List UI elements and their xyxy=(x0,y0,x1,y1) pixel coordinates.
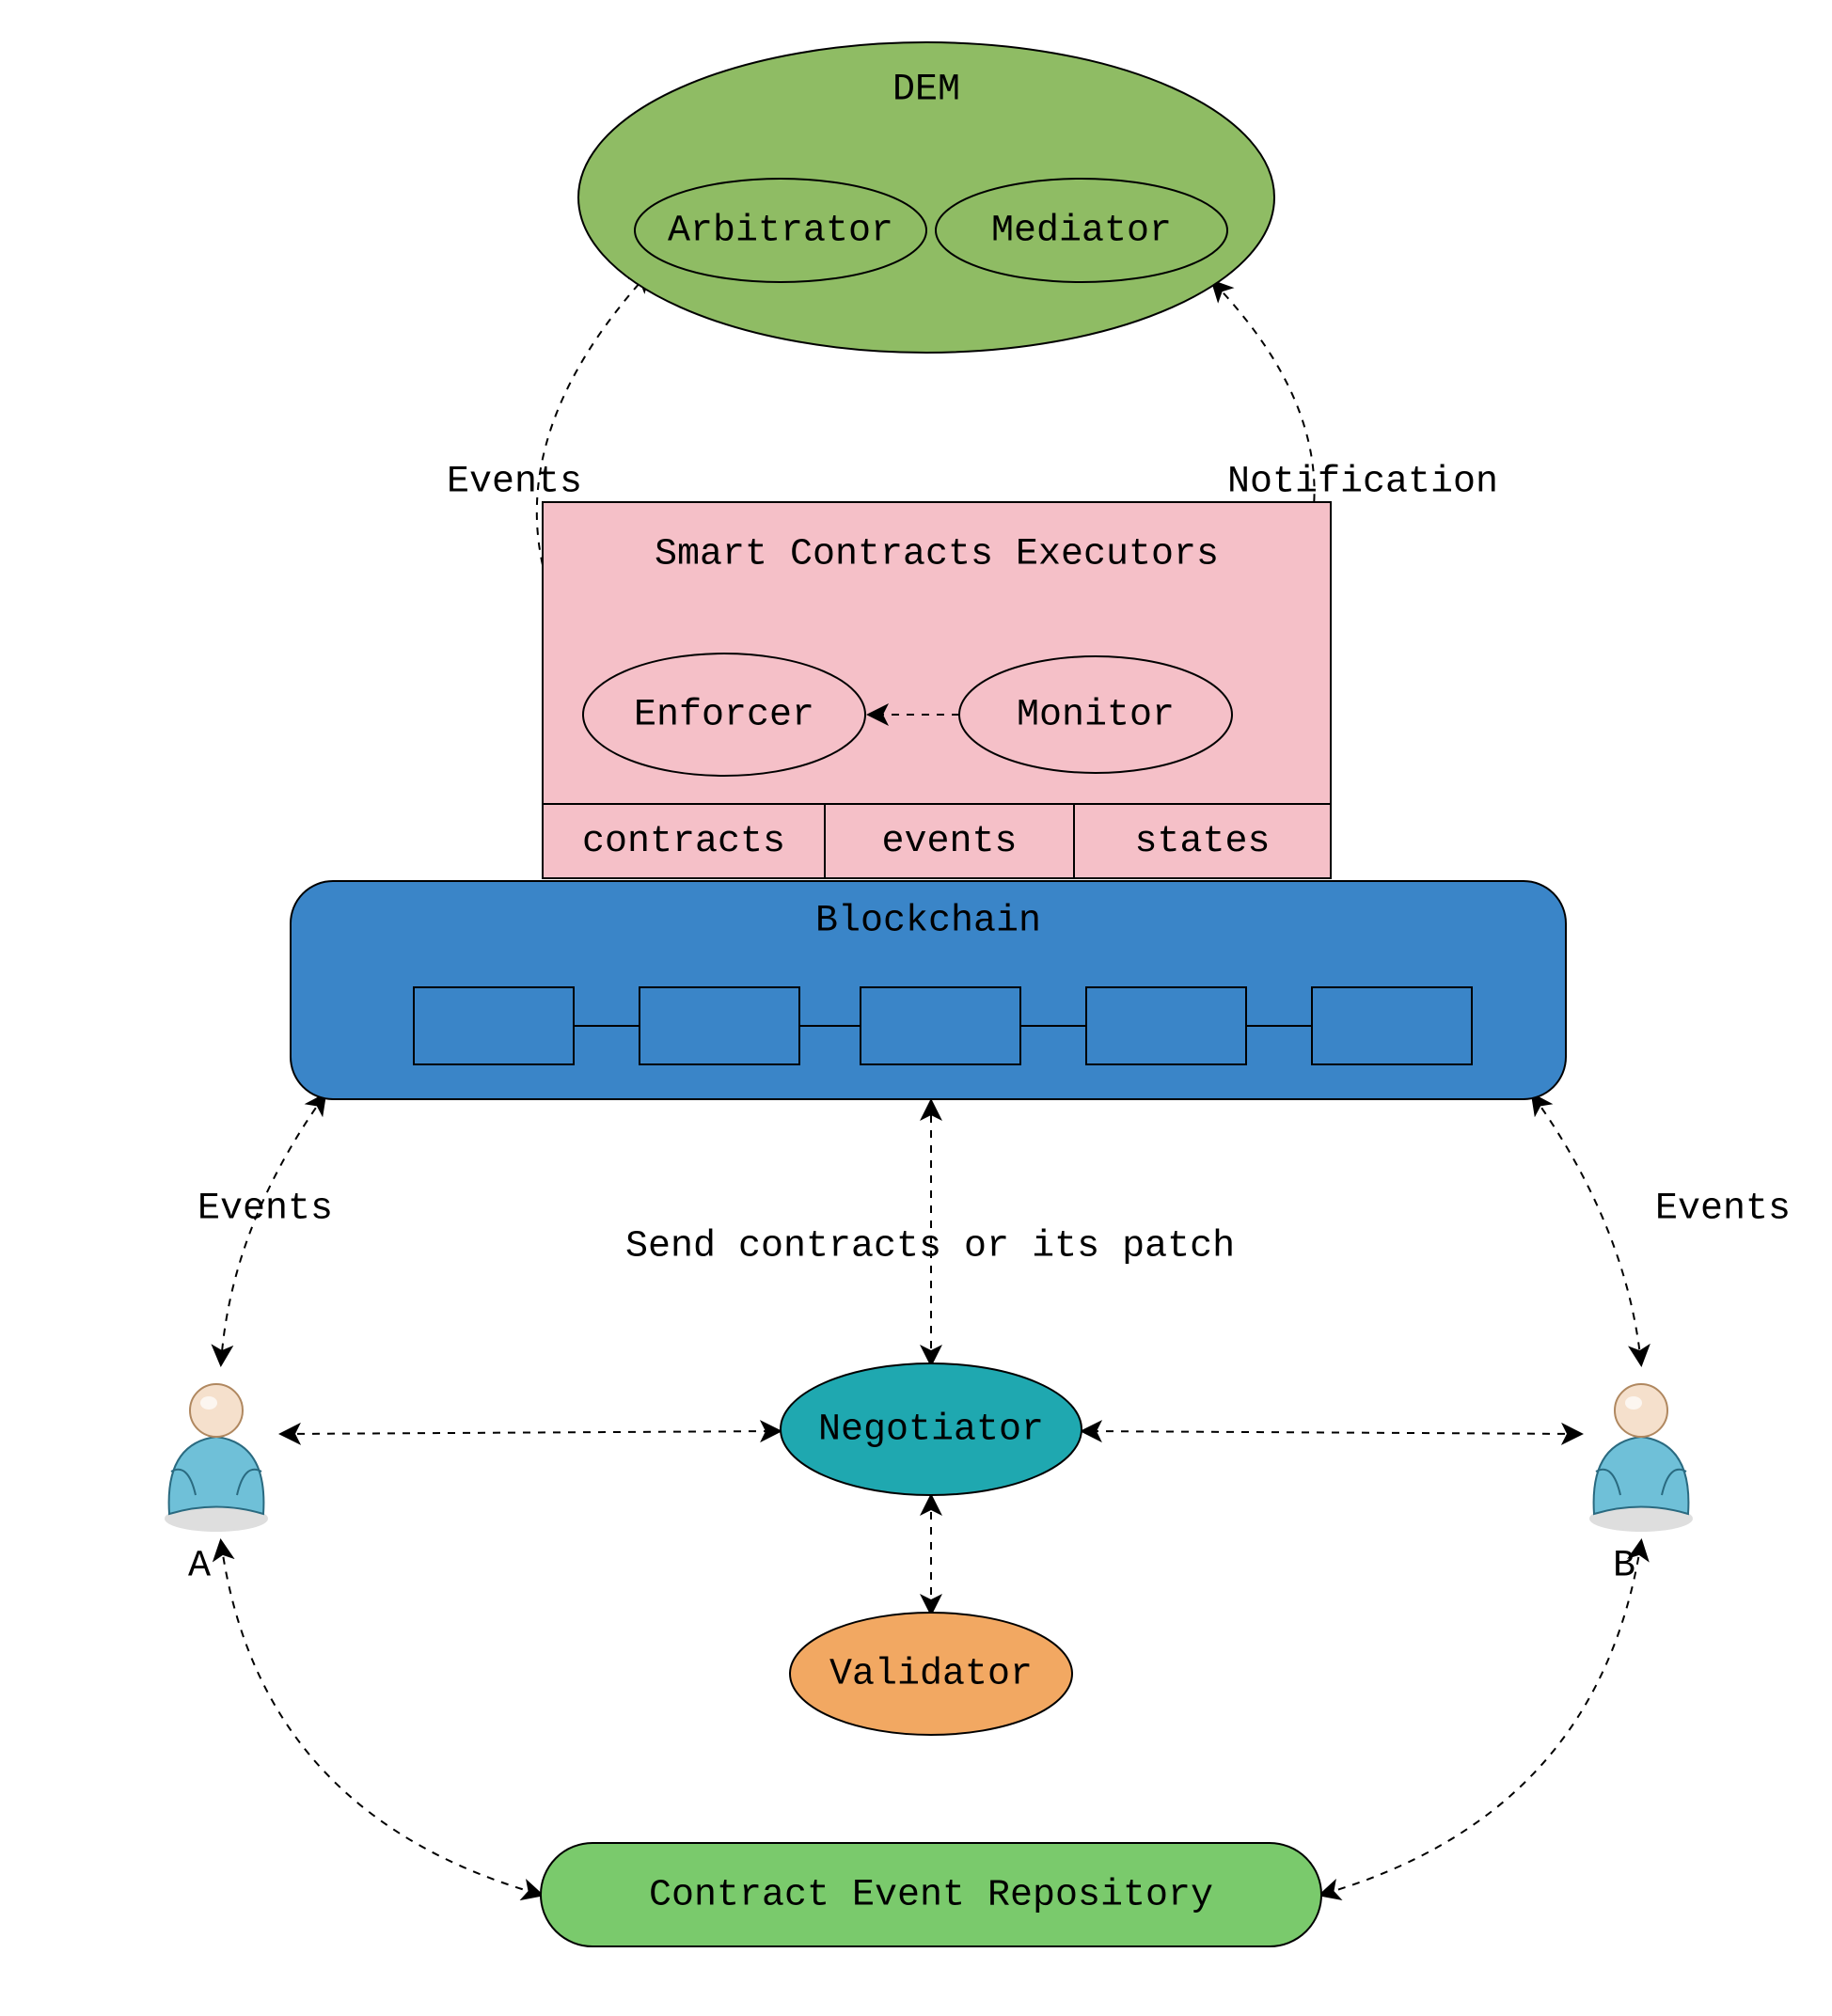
negotiator-label: Negotiator xyxy=(818,1410,1044,1452)
label-events_left_top: Events xyxy=(447,462,582,504)
executors-label: Smart Contracts Executors xyxy=(655,534,1219,576)
block-4 xyxy=(1312,987,1472,1064)
block-0 xyxy=(414,987,574,1064)
blockchain-label: Blockchain xyxy=(815,901,1041,943)
label-events_left_mid: Events xyxy=(197,1189,333,1231)
label-events_right_mid: Events xyxy=(1655,1189,1791,1231)
actor-b-label: B xyxy=(1613,1546,1635,1588)
arbitrator-label: Arbitrator xyxy=(668,211,893,253)
dem-label: DEM xyxy=(892,70,960,112)
cell-contracts-label: contracts xyxy=(582,821,785,863)
actor-b xyxy=(1589,1384,1693,1532)
label-send: Send contracts or its patch xyxy=(625,1226,1235,1268)
cell-states-label: states xyxy=(1134,821,1270,863)
repository-label: Contract Event Repository xyxy=(649,1875,1213,1917)
block-1 xyxy=(640,987,799,1064)
enforcer-label: Enforcer xyxy=(634,695,814,737)
block-3 xyxy=(1086,987,1246,1064)
cell-events-label: events xyxy=(881,821,1017,863)
monitor-label: Monitor xyxy=(1017,695,1175,737)
validator-label: Validator xyxy=(829,1654,1033,1696)
block-2 xyxy=(861,987,1020,1064)
label-notification: Notification xyxy=(1227,462,1498,504)
mediator-label: Mediator xyxy=(991,211,1172,253)
actor-a-label: A xyxy=(188,1546,211,1588)
actor-a xyxy=(165,1384,268,1532)
